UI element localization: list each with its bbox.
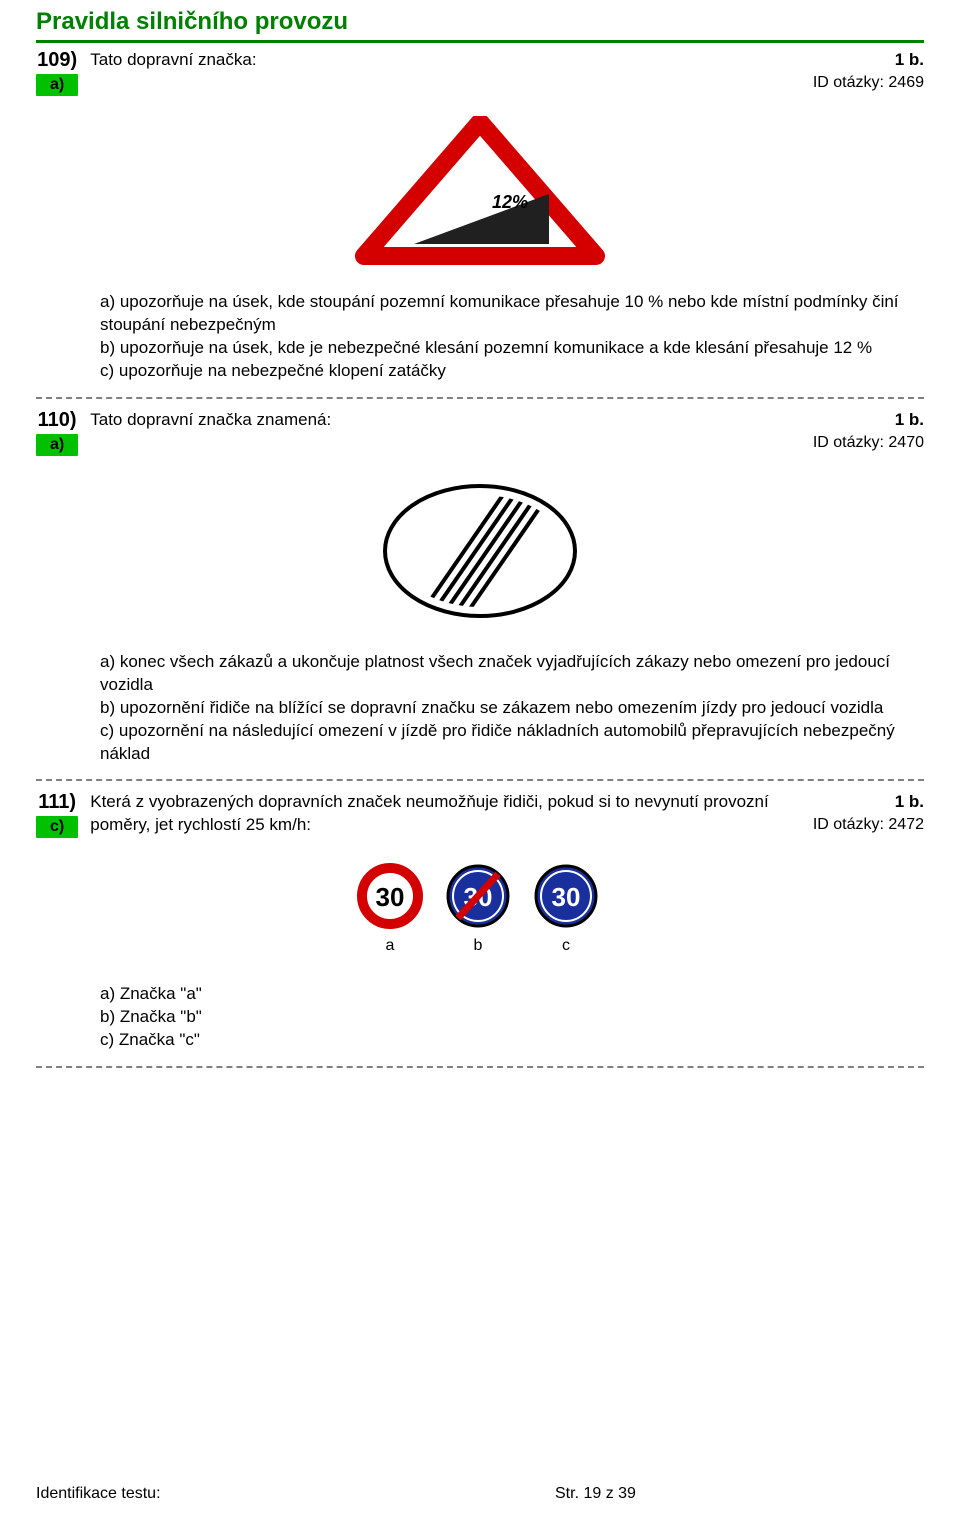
divider [36, 397, 924, 399]
question-header: 110) a) Tato dopravní značka znamená: 1 … [36, 409, 924, 456]
question-number: 111) [38, 791, 76, 814]
divider [36, 1066, 924, 1068]
question-id: ID otázky: 2470 [813, 432, 924, 454]
sign-a-icon: 30 a [360, 866, 420, 954]
question-id: ID otázky: 2472 [813, 814, 924, 836]
answers-list: a) konec všech zákazů a ukončuje platnos… [100, 651, 924, 766]
answer-c: c) Značka "c" [100, 1029, 924, 1052]
svg-text:30: 30 [552, 882, 581, 912]
answer-b: b) upozornění řidiče na blížící se dopra… [100, 697, 924, 720]
correct-answer-badge: c) [36, 816, 78, 838]
sign-c-icon: 30 c [536, 866, 596, 954]
question-text: Tato dopravní značka znamená: [90, 409, 343, 432]
points-label: 1 b. [813, 791, 924, 814]
page-title: Pravidla silničního provozu [36, 8, 924, 36]
sign-b-icon: 30 b [448, 866, 508, 954]
title-underline [36, 40, 924, 43]
answer-c: c) upozornění na následující omezení v j… [100, 720, 924, 766]
question-111: 111) c) Která z vyobrazených dopravních … [36, 791, 924, 1052]
question-text-wrap: Tato dopravní značka znamená: 1 b. ID ot… [90, 409, 924, 454]
answer-b: b) Značka "b" [100, 1006, 924, 1029]
question-number-col: 111) c) [36, 791, 78, 838]
divider [36, 779, 924, 781]
svg-text:30: 30 [376, 882, 405, 912]
question-id: ID otázky: 2469 [813, 72, 924, 94]
page: Pravidla silničního provozu 109) a) Tato… [0, 0, 960, 1521]
question-number-col: 109) a) [36, 49, 78, 96]
sign-label-a: a [386, 937, 395, 954]
sign-three-speed-icon: 30 a 30 b 30 c [36, 858, 924, 963]
sign-end-restrictions-icon [36, 476, 924, 631]
answer-c: c) upozorňuje na nebezpečné klopení zatá… [100, 360, 924, 383]
question-number-col: 110) a) [36, 409, 78, 456]
question-text-wrap: Tato dopravní značka: 1 b. ID otázky: 24… [90, 49, 924, 94]
points-label: 1 b. [813, 49, 924, 72]
slope-percent: 12% [492, 192, 528, 212]
question-number: 109) [37, 49, 77, 72]
answer-a: a) upozorňuje na úsek, kde stoupání poze… [100, 291, 924, 337]
correct-answer-badge: a) [36, 74, 78, 96]
question-meta: 1 b. ID otázky: 2470 [813, 409, 924, 454]
correct-answer-badge: a) [36, 434, 78, 456]
question-header: 111) c) Která z vyobrazených dopravních … [36, 791, 924, 838]
question-text: Která z vyobrazených dopravních značek n… [90, 791, 813, 837]
question-header: 109) a) Tato dopravní značka: 1 b. ID ot… [36, 49, 924, 96]
points-label: 1 b. [813, 409, 924, 432]
answer-a: a) Značka "a" [100, 983, 924, 1006]
question-meta: 1 b. ID otázky: 2472 [813, 791, 924, 836]
sign-steep-ascent-icon: 12% [36, 116, 924, 271]
question-text: Tato dopravní značka: [90, 49, 268, 72]
answers-list: a) Značka "a" b) Značka "b" c) Značka "c… [100, 983, 924, 1052]
question-109: 109) a) Tato dopravní značka: 1 b. ID ot… [36, 49, 924, 383]
answers-list: a) upozorňuje na úsek, kde stoupání poze… [100, 291, 924, 383]
page-footer: Identifikace testu: Str. 19 z 39 [36, 1485, 924, 1503]
footer-left: Identifikace testu: [36, 1485, 405, 1503]
footer-page-number: Str. 19 z 39 [405, 1485, 924, 1503]
question-text-wrap: Která z vyobrazených dopravních značek n… [90, 791, 924, 837]
question-number: 110) [38, 409, 77, 432]
question-meta: 1 b. ID otázky: 2469 [813, 49, 924, 94]
question-110: 110) a) Tato dopravní značka znamená: 1 … [36, 409, 924, 766]
sign-label-c: c [562, 937, 570, 954]
answer-a: a) konec všech zákazů a ukončuje platnos… [100, 651, 924, 697]
answer-b: b) upozorňuje na úsek, kde je nebezpečné… [100, 337, 924, 360]
sign-label-b: b [474, 937, 483, 954]
